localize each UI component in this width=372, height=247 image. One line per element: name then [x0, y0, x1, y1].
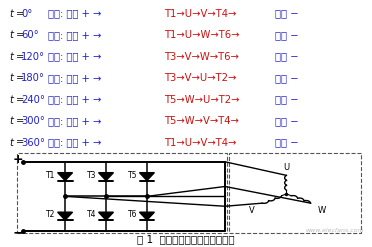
Text: T1→U→V→T4→: T1→U→V→T4→	[164, 9, 236, 19]
Text: 电源 −: 电源 −	[275, 52, 299, 62]
Text: 240°: 240°	[21, 95, 45, 104]
Text: 电流: 电源 + →: 电流: 电源 + →	[48, 138, 102, 147]
Polygon shape	[140, 173, 154, 181]
Text: 0°: 0°	[21, 9, 33, 19]
Bar	[17, 153, 227, 233]
Text: 电源 −: 电源 −	[275, 95, 299, 104]
Text: =: =	[16, 9, 24, 19]
Polygon shape	[58, 173, 73, 181]
Polygon shape	[58, 212, 73, 220]
Text: 电源 −: 电源 −	[275, 9, 299, 19]
Text: =: =	[16, 73, 24, 83]
Text: 180°: 180°	[21, 73, 45, 83]
Text: 电流: 电源 + →: 电流: 电源 + →	[48, 95, 102, 104]
Text: 电源 −: 电源 −	[275, 30, 299, 40]
Text: 电流: 电源 + →: 电流: 电源 + →	[48, 73, 102, 83]
Text: T5→W→V→T4→: T5→W→V→T4→	[164, 116, 238, 126]
Bar	[229, 153, 361, 233]
Text: t: t	[9, 95, 13, 104]
Text: T6: T6	[128, 210, 138, 219]
Text: U: U	[283, 163, 289, 172]
Text: www.elecfans.com: www.elecfans.com	[306, 228, 365, 233]
Polygon shape	[99, 173, 113, 181]
Polygon shape	[99, 212, 113, 220]
Text: 120°: 120°	[21, 52, 45, 62]
Text: T2: T2	[46, 210, 56, 219]
Text: 电源 −: 电源 −	[275, 116, 299, 126]
Text: 300°: 300°	[21, 116, 45, 126]
Text: 60°: 60°	[21, 30, 39, 40]
Text: T3→V→W→T6→: T3→V→W→T6→	[164, 52, 238, 62]
Text: t: t	[9, 138, 13, 147]
Text: V: V	[249, 206, 255, 215]
Text: W: W	[318, 206, 326, 215]
Text: 电源 −: 电源 −	[275, 138, 299, 147]
Text: T4: T4	[87, 210, 97, 219]
Text: T1→U→V→T4→: T1→U→V→T4→	[164, 138, 236, 147]
Text: T5: T5	[128, 171, 138, 180]
Text: −: −	[12, 225, 24, 239]
Text: +: +	[13, 153, 23, 166]
Text: =: =	[16, 52, 24, 62]
Text: T1→U→W→T6→: T1→U→W→T6→	[164, 30, 239, 40]
Text: 电流: 电源 + →: 电流: 电源 + →	[48, 30, 102, 40]
Text: T1: T1	[46, 171, 56, 180]
Text: t: t	[9, 9, 13, 19]
Text: 电流: 电源 + →: 电流: 电源 + →	[48, 52, 102, 62]
Text: 电流: 电源 + →: 电流: 电源 + →	[48, 116, 102, 126]
Text: =: =	[16, 30, 24, 40]
Text: T3→V→U→T2→: T3→V→U→T2→	[164, 73, 236, 83]
Text: T5→W→U→T2→: T5→W→U→T2→	[164, 95, 239, 104]
Text: 图 1  无刷直流电机的电路原理图: 图 1 无刷直流电机的电路原理图	[137, 234, 235, 244]
Text: =: =	[16, 95, 24, 104]
Text: 电流: 电源 + →: 电流: 电源 + →	[48, 9, 102, 19]
Text: 电源 −: 电源 −	[275, 73, 299, 83]
Text: =: =	[16, 138, 24, 147]
Text: t: t	[9, 30, 13, 40]
Text: t: t	[9, 116, 13, 126]
Text: 360°: 360°	[21, 138, 45, 147]
Polygon shape	[140, 212, 154, 220]
Text: T3: T3	[87, 171, 97, 180]
Text: t: t	[9, 52, 13, 62]
Text: t: t	[9, 73, 13, 83]
Text: =: =	[16, 116, 24, 126]
